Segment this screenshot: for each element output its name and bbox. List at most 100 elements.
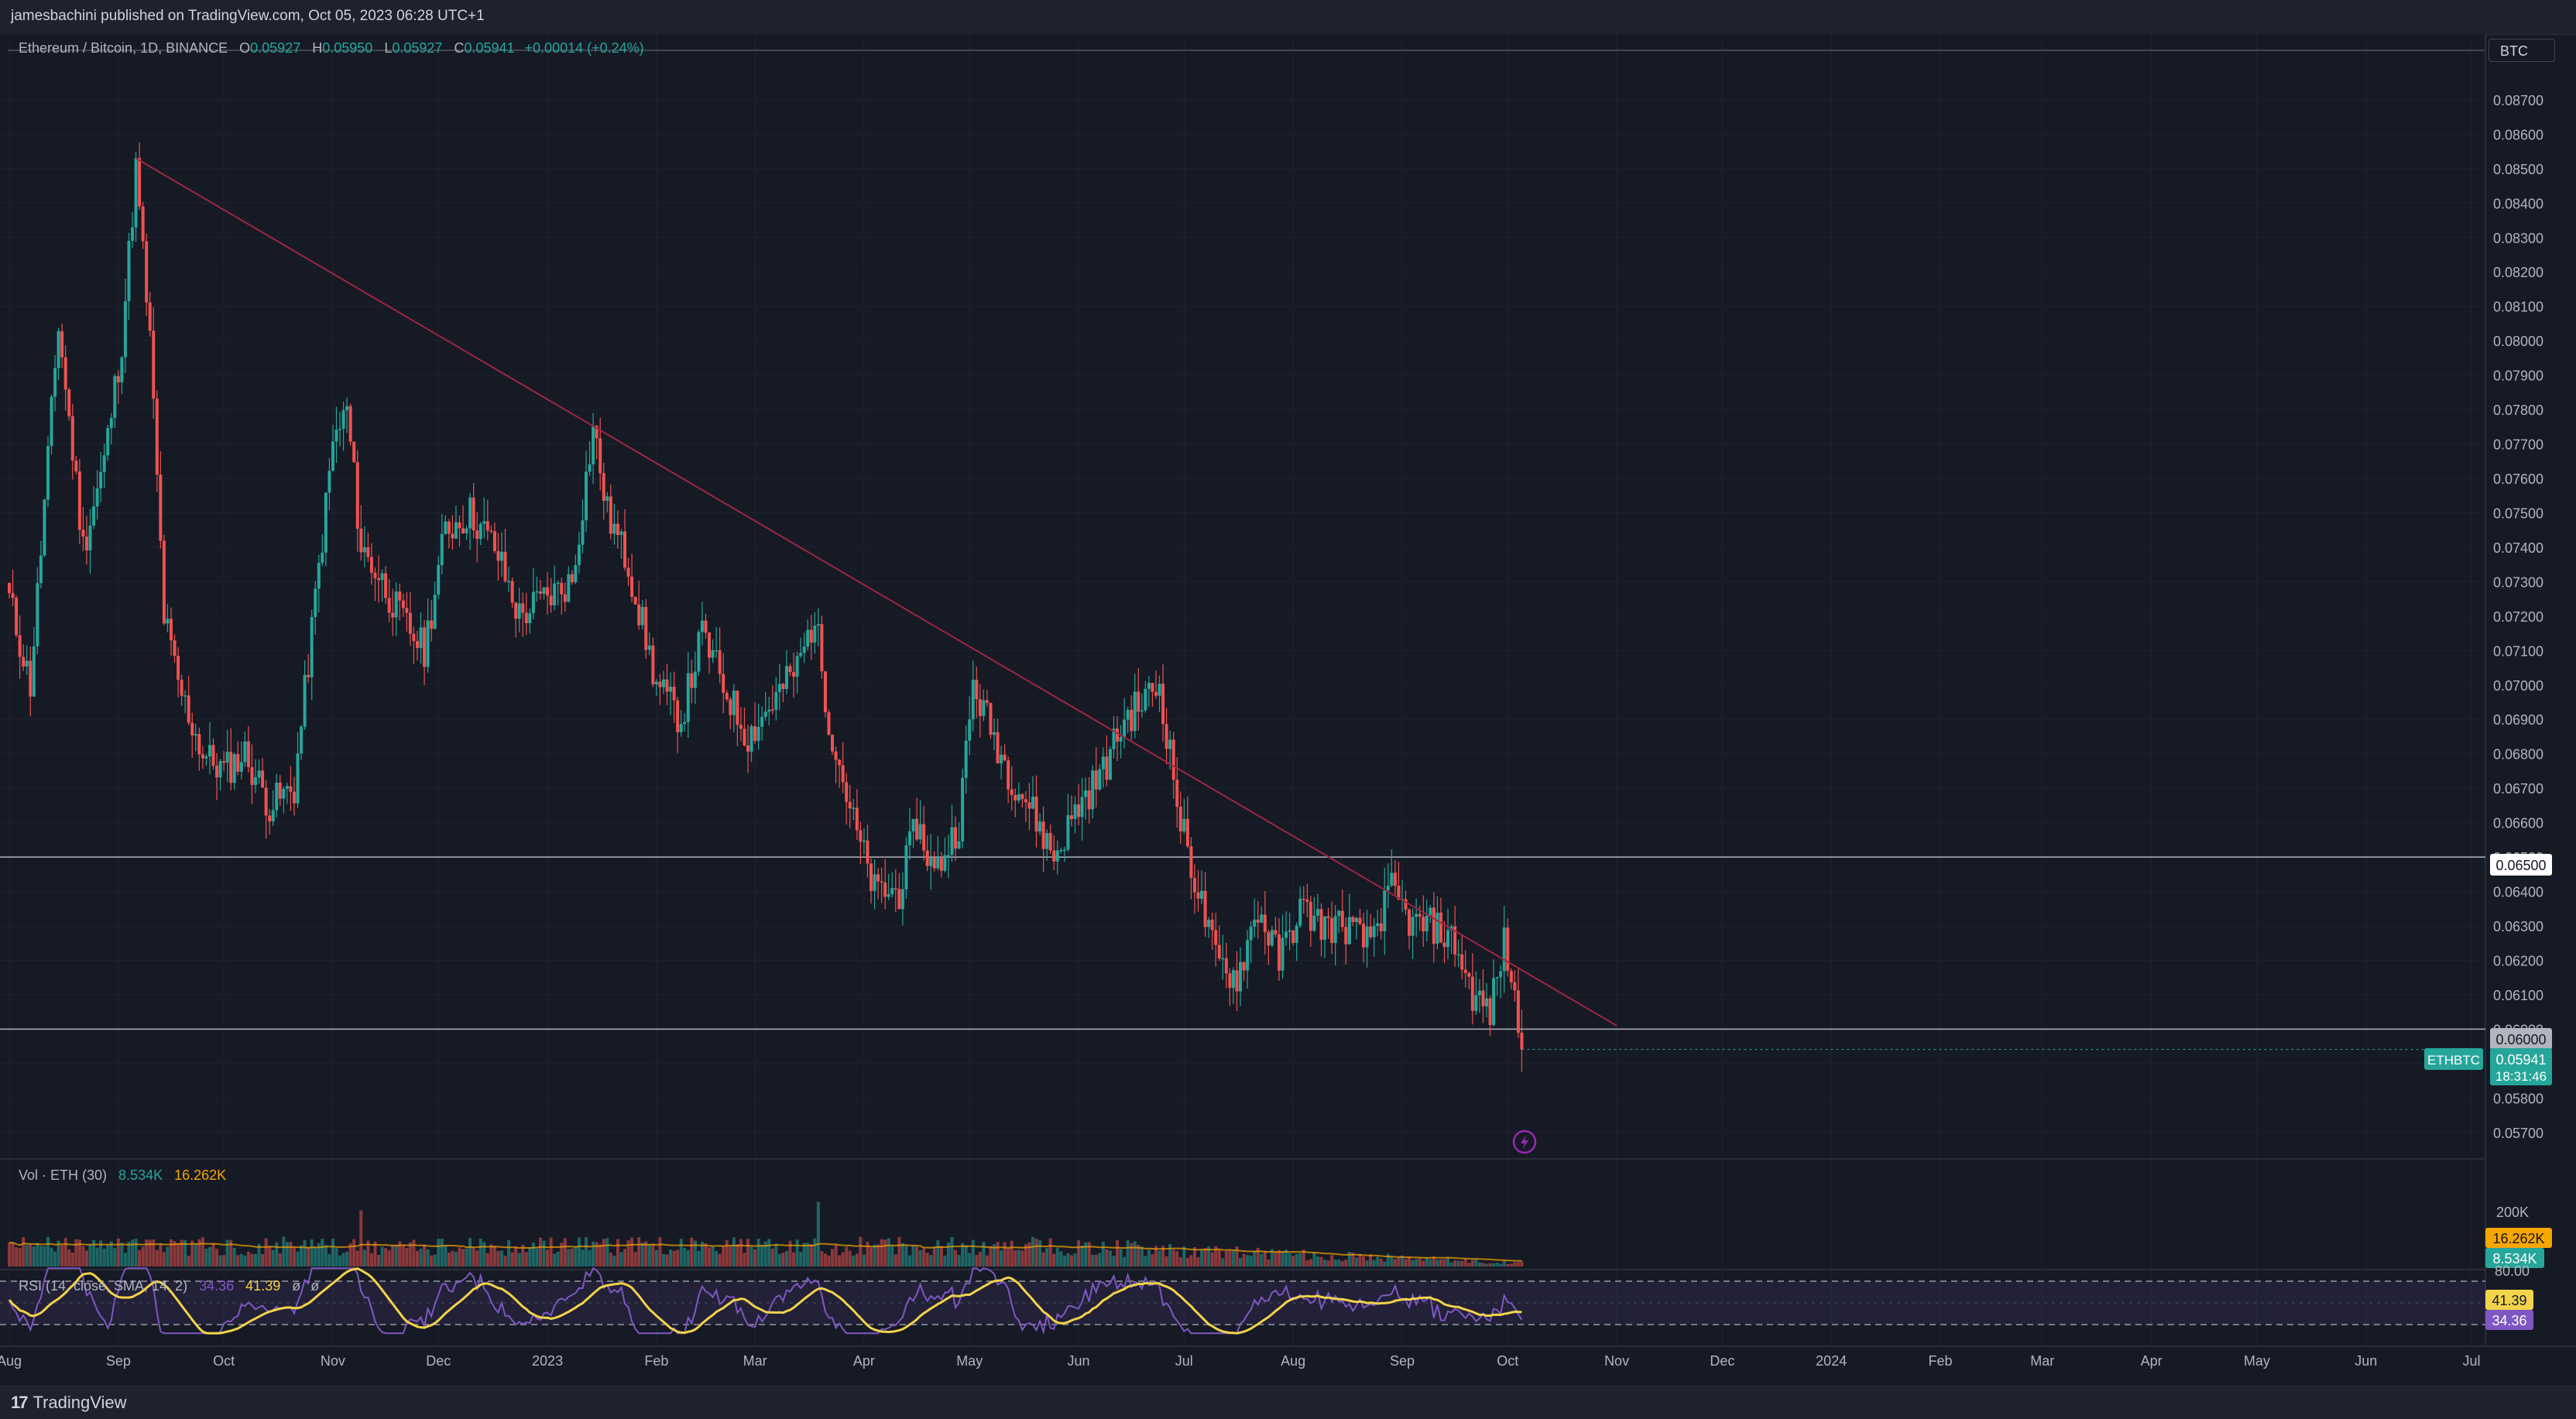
volume-bar [77, 1239, 81, 1266]
dividends-marker[interactable] [1512, 1129, 1537, 1154]
candle-body [700, 620, 704, 632]
time-tick-label: Dec [1710, 1353, 1734, 1369]
volume-bar [380, 1246, 384, 1266]
volume-bar [190, 1240, 194, 1266]
candle-body [57, 331, 60, 368]
volume-bar [25, 1245, 29, 1266]
candle-body [408, 612, 412, 634]
volume-bar [254, 1253, 257, 1266]
candle-body [1312, 915, 1316, 931]
chart-canvas[interactable]: 0.057000.058000.059000.060000.061000.062… [0, 34, 2576, 1386]
time-tick-label: Mar [743, 1353, 767, 1369]
candle-body [630, 576, 634, 598]
candle-body [831, 735, 835, 752]
candle-body [184, 695, 187, 697]
candle-body [451, 533, 454, 539]
lightning-icon [1521, 1135, 1528, 1150]
trendline[interactable] [135, 157, 1617, 1027]
candle-body [749, 725, 753, 752]
tradingview-logo[interactable]: 17 TradingView [11, 1393, 127, 1413]
candle-body [880, 881, 883, 883]
volume-ma-value: 16.262K [174, 1167, 227, 1183]
candle-body [982, 700, 986, 716]
volume-bar [1369, 1254, 1373, 1266]
volume-bar [1249, 1256, 1253, 1266]
volume-bar [672, 1250, 676, 1266]
candle-body [1393, 872, 1397, 886]
volume-bar [658, 1237, 662, 1266]
candle-body [22, 656, 26, 667]
candle-body [384, 573, 388, 598]
candle-body [63, 357, 67, 390]
candle-body [74, 460, 78, 472]
volume-bar [887, 1238, 890, 1266]
volume-bar [1408, 1256, 1411, 1266]
volume-bar [92, 1239, 96, 1266]
time-tick-label: Feb [644, 1353, 668, 1369]
candle-body [690, 673, 694, 688]
candle-body [503, 551, 507, 581]
candle-body [1249, 926, 1253, 941]
volume-bar [838, 1255, 842, 1266]
candle-body [729, 699, 732, 715]
candle-body [704, 620, 708, 633]
volume-bar [1439, 1259, 1442, 1266]
volume-bar [1295, 1253, 1298, 1266]
candle-body [152, 331, 156, 399]
candle-body [1432, 907, 1435, 944]
candle-body [1460, 954, 1464, 970]
candle-body [546, 587, 550, 596]
candle-body [300, 726, 304, 754]
candle-body [841, 765, 845, 783]
volume-legend[interactable]: Vol · ETH (30) 8.534K 16.262K [19, 1167, 226, 1184]
volume-bar [978, 1252, 982, 1266]
volume-bar [1513, 1262, 1517, 1266]
candle-body [278, 782, 282, 799]
grid-lines [0, 34, 2485, 1346]
candle-body [560, 582, 564, 595]
candle-body [715, 650, 719, 652]
volume-bar [1425, 1257, 1429, 1266]
candle-body [401, 600, 405, 608]
candle-body [423, 627, 427, 667]
candle-body [971, 679, 975, 720]
currency-button[interactable]: BTC [2489, 39, 2555, 62]
candle-body [679, 724, 683, 732]
volume-bar [180, 1239, 184, 1266]
volume-bar [465, 1248, 468, 1266]
volume-bar [1285, 1249, 1288, 1266]
symbol-legend[interactable]: Ethereum / Bitcoin, 1D, BINANCE O0.05927… [19, 40, 644, 57]
volume-bar [1323, 1260, 1327, 1266]
volume-bar [348, 1242, 352, 1266]
candle-body [1288, 930, 1291, 932]
volume-bar [362, 1249, 366, 1266]
candle-body [623, 531, 626, 568]
candle-body [296, 753, 300, 804]
candle-body [567, 574, 571, 602]
volume-bar [1474, 1259, 1478, 1266]
candle-body [777, 684, 781, 692]
candle-body [1144, 688, 1147, 711]
volume-bar [626, 1240, 630, 1266]
candle-body [1116, 728, 1119, 742]
candle-body [324, 492, 328, 553]
volume-bar [1506, 1263, 1510, 1266]
candle-body [795, 656, 799, 677]
volume-bar [99, 1240, 103, 1266]
volume-bar [1492, 1263, 1496, 1266]
time-tick-label: Feb [1929, 1353, 1953, 1369]
rsi-legend[interactable]: RSI (14, close, SMA, 14, 2) 34.36 41.39 … [19, 1278, 319, 1294]
badge-symbol: ETHBTC [2424, 1048, 2483, 1070]
volume-bar [1495, 1263, 1499, 1266]
candle-body [1045, 833, 1049, 849]
price-tick-label: 0.06300 [2493, 919, 2543, 934]
volume-bar [63, 1238, 67, 1266]
candle-body [1010, 789, 1014, 795]
volume-bar [1171, 1249, 1175, 1266]
volume-bar [18, 1248, 22, 1266]
candle-body [693, 671, 697, 688]
volume-bar [437, 1239, 441, 1266]
candle-body [1200, 890, 1204, 899]
volume-bar [1108, 1250, 1112, 1266]
volume-bar [510, 1252, 514, 1266]
